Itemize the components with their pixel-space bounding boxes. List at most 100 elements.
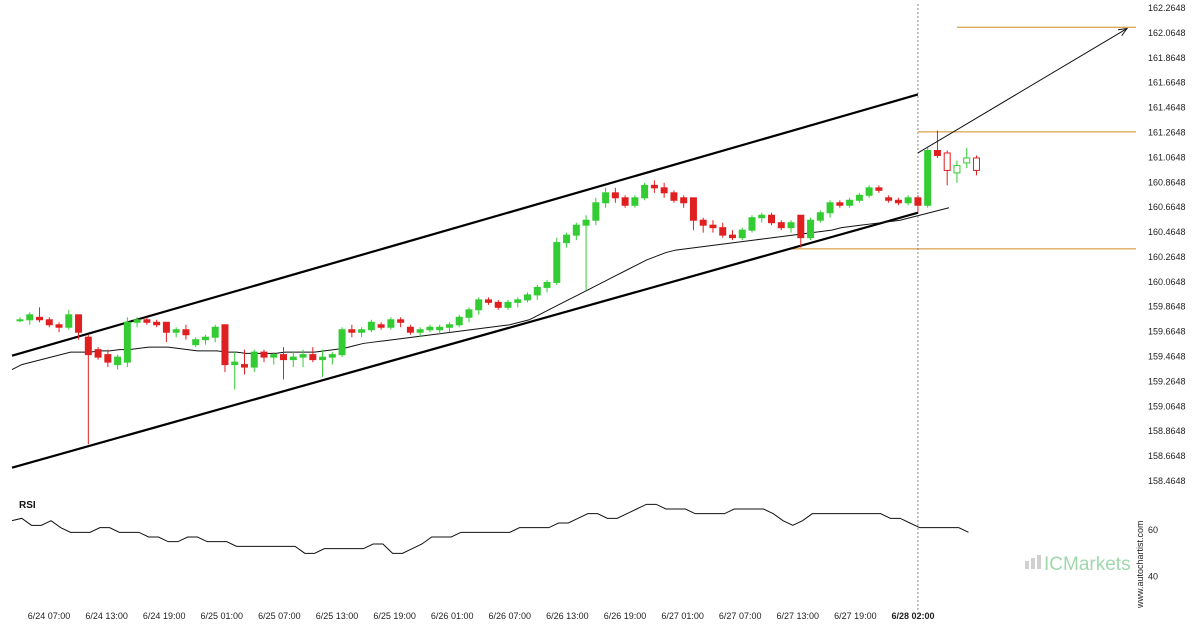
candle-body <box>631 197 639 206</box>
candle-body <box>94 349 102 358</box>
candle <box>153 319 161 328</box>
projection-arrow-line <box>917 28 1128 154</box>
candle-body <box>582 219 590 226</box>
price-tick-label: 160.2648 <box>1148 252 1186 262</box>
candle-body <box>904 197 912 204</box>
time-tick-label: 6/24 13:00 <box>85 611 128 621</box>
candle <box>309 347 317 363</box>
candle <box>406 324 414 335</box>
candle-body <box>855 194 863 201</box>
candle-body <box>192 339 200 346</box>
candle-body <box>240 364 248 368</box>
rsi-tick-label: 40 <box>1148 572 1158 582</box>
candle-body <box>367 321 375 331</box>
candle <box>280 347 288 380</box>
time-tick-label: 6/27 13:00 <box>777 611 820 621</box>
candle-body <box>699 219 707 226</box>
candle <box>84 334 92 445</box>
candle-body <box>319 356 327 361</box>
candle <box>75 314 83 340</box>
candle-body <box>445 324 453 328</box>
candle-body <box>728 234 736 239</box>
candle-body <box>465 309 473 318</box>
candle <box>543 279 551 293</box>
candle-body <box>182 329 190 336</box>
candle-body <box>114 356 122 366</box>
candle <box>123 317 131 368</box>
candle <box>436 324 444 335</box>
rsi-label: RSI <box>19 500 36 511</box>
candle-body <box>572 224 580 236</box>
candle <box>445 322 453 333</box>
price-axis: 162.2648 162.0648 161.8648 161.6648 161.4648… <box>1148 3 1186 486</box>
price-tick-label: 159.8648 <box>1148 302 1186 312</box>
candle <box>650 180 658 193</box>
candle <box>484 297 492 305</box>
candle <box>240 349 248 375</box>
candle-body <box>309 354 317 361</box>
price-tick-label: 162.2648 <box>1148 3 1186 13</box>
candle <box>611 187 619 203</box>
candle-body <box>894 199 902 204</box>
candle <box>855 192 863 203</box>
candle-body <box>348 329 356 333</box>
candle <box>787 220 795 233</box>
price-tick-label: 159.0648 <box>1148 401 1186 411</box>
candle-body <box>885 197 893 201</box>
candle <box>475 297 483 315</box>
price-tick-label: 160.4648 <box>1148 227 1186 237</box>
bars-logo-icon <box>1025 555 1041 569</box>
candle-body <box>563 234 571 244</box>
candle-body <box>719 227 727 236</box>
price-tick-label: 159.2648 <box>1148 376 1186 386</box>
candle-body <box>358 329 366 333</box>
candle <box>455 314 463 328</box>
candle-body <box>36 316 44 321</box>
candle-body <box>123 321 131 363</box>
candle-body <box>436 326 444 331</box>
candle <box>348 324 356 338</box>
candle-body <box>533 286 541 296</box>
candle <box>885 195 893 203</box>
candle <box>768 212 776 226</box>
candles <box>16 130 980 445</box>
candle-body <box>201 336 209 341</box>
candle <box>572 222 580 241</box>
candle <box>699 217 707 233</box>
candle <box>621 195 629 208</box>
candle <box>377 322 385 330</box>
channel-upper-line <box>11 93 919 357</box>
candle-body <box>484 299 492 303</box>
candle-body <box>621 197 629 206</box>
time-tick-label: 6/28 02:00 <box>891 611 934 621</box>
price-tick-label: 161.4648 <box>1148 103 1186 113</box>
candle <box>933 130 941 158</box>
candle <box>563 232 571 248</box>
time-tick-label: 6/25 07:00 <box>258 611 301 621</box>
candle-body <box>933 149 941 156</box>
channel-lower-line <box>11 211 919 469</box>
candle <box>738 227 746 241</box>
candle-body <box>826 202 834 214</box>
candle <box>397 317 405 328</box>
candle <box>924 148 932 208</box>
candle-body <box>660 187 668 194</box>
rsi-line <box>11 503 969 554</box>
candle-body <box>426 326 434 331</box>
candle <box>894 197 902 206</box>
candle <box>162 321 170 343</box>
candle-body <box>55 324 63 328</box>
price-tick-label: 158.6648 <box>1148 451 1186 461</box>
candle-body <box>543 281 551 288</box>
price-channel <box>11 93 919 469</box>
rsi-panel: RSI 60 40 <box>11 500 1158 582</box>
candle <box>670 190 678 203</box>
candle <box>338 327 346 358</box>
candle <box>94 347 102 360</box>
price-tick-label: 162.0648 <box>1148 28 1186 38</box>
price-tick-label: 161.8648 <box>1148 53 1186 63</box>
price-tick-label: 160.0648 <box>1148 277 1186 287</box>
candle-body <box>650 184 658 189</box>
